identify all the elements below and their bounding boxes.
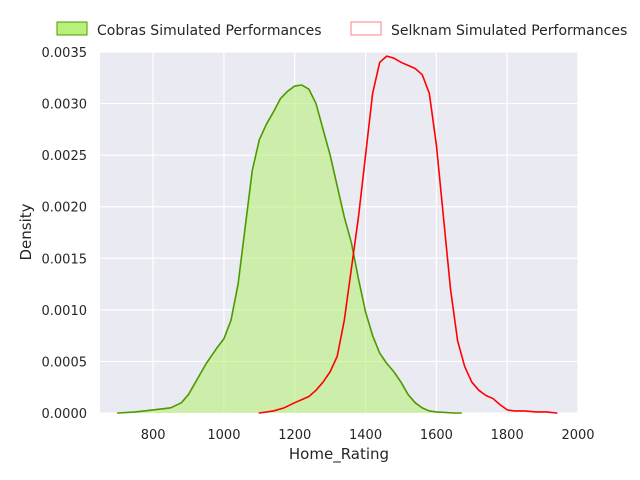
series-layer bbox=[116, 55, 558, 414]
series-line-1 bbox=[258, 55, 558, 414]
y-tick-label: 0.0035 bbox=[42, 46, 88, 61]
y-axis-label: Density bbox=[17, 203, 35, 260]
series-line-0 bbox=[116, 84, 462, 414]
y-tick-label: 0.0005 bbox=[42, 355, 88, 370]
legend-swatch-cobras bbox=[56, 21, 88, 36]
x-tick-label: 800 bbox=[141, 428, 166, 443]
y-tick-label: 0.0025 bbox=[42, 149, 88, 164]
x-tick-label: 2000 bbox=[561, 428, 594, 443]
x-axis-ticks: 800 1000 1200 1400 1600 1800 2000 bbox=[141, 428, 595, 443]
x-tick-label: 1200 bbox=[278, 428, 311, 443]
y-tick-label: 0.0000 bbox=[42, 407, 88, 422]
legend-label-selknam: Selknam Simulated Performances bbox=[391, 23, 627, 39]
x-axis-label: Home_Rating bbox=[289, 445, 389, 464]
y-axis-ticks: 0.0000 0.0005 0.0010 0.0015 0.0020 0.0025 0.00… bbox=[42, 46, 88, 422]
x-tick-label: 1400 bbox=[349, 428, 382, 443]
series-area-0 bbox=[117, 85, 462, 413]
legend-label-cobras: Cobras Simulated Performances bbox=[97, 23, 322, 39]
y-tick-label: 0.0010 bbox=[42, 304, 88, 319]
legend: Cobras Simulated Performances Selknam Si… bbox=[56, 21, 627, 39]
x-tick-label: 1800 bbox=[491, 428, 524, 443]
y-tick-label: 0.0020 bbox=[42, 201, 88, 216]
y-tick-label: 0.0015 bbox=[42, 252, 88, 267]
x-tick-label: 1600 bbox=[420, 428, 453, 443]
x-tick-label: 1000 bbox=[207, 428, 240, 443]
y-tick-label: 0.0030 bbox=[42, 98, 88, 113]
legend-swatch-selknam bbox=[350, 21, 382, 36]
